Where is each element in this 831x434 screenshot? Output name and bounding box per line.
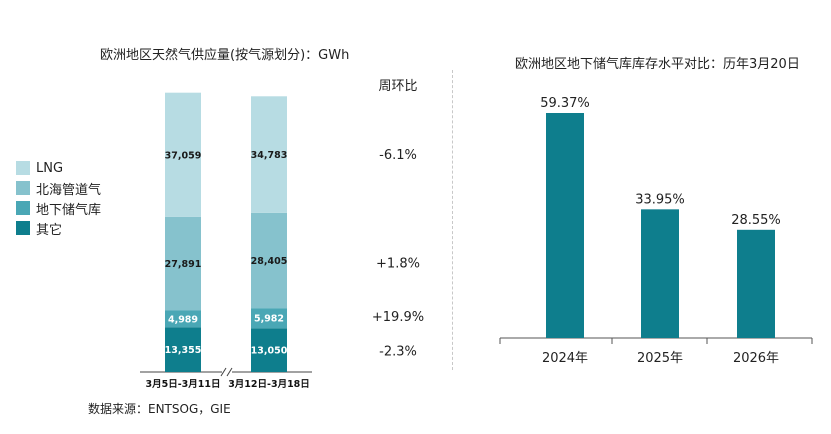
bar-value-label: 34,783 xyxy=(251,150,288,161)
x-category-label: 2025年 xyxy=(637,351,683,366)
x-category-label: 3月5日-3月11日 xyxy=(146,379,221,390)
legend-item-storage: 地下储气库 xyxy=(16,198,101,218)
divider xyxy=(452,70,453,370)
legend-item-other: 其它 xyxy=(16,218,101,238)
legend-label-other: 其它 xyxy=(36,222,63,238)
legend: LNG 北海管道气 地下储气库 其它 xyxy=(16,158,101,238)
bar-value-label: 59.37% xyxy=(540,96,590,111)
bar xyxy=(737,229,775,338)
bar-segment xyxy=(165,327,201,372)
bar-segment xyxy=(251,308,287,329)
bar-segment xyxy=(251,96,287,213)
wow-header: 周环比 xyxy=(378,79,417,94)
left-chart-title: 欧洲地区天然气供应量(按气源划分)：GWh xyxy=(100,48,350,63)
legend-swatch-other xyxy=(16,221,30,235)
legend-label-north-sea: 北海管道气 xyxy=(36,182,102,198)
x-category-label: 3月12日-3月18日 xyxy=(228,379,310,390)
x-category-label: 2026年 xyxy=(733,351,779,366)
bar-segment xyxy=(165,310,201,328)
stacked-bar-chart: 13,355 4,989 27,891 37,059 3月5日-3月11日 13,050 5… xyxy=(140,79,424,390)
axis-break-mark xyxy=(226,367,233,377)
source-note: 数据来源：ENTSOG，GIE xyxy=(88,402,231,416)
storage-bar-chart: 59.37% 2024年 33.95% 2025年 28.55% 2026年 xyxy=(499,96,813,366)
bar-value-label: 4,989 xyxy=(168,314,198,325)
legend-item-lng: LNG xyxy=(16,158,101,178)
legend-label-storage: 地下储气库 xyxy=(36,202,102,218)
bar-value-label: 13,050 xyxy=(251,346,288,357)
bar-value-label: 13,355 xyxy=(165,345,202,356)
bar-segment xyxy=(251,328,287,372)
bar-value-label: 28,405 xyxy=(251,256,288,267)
wow-change-label: +1.8% xyxy=(376,257,420,272)
legend-swatch-storage xyxy=(16,201,30,215)
wow-change-label: +19.9% xyxy=(372,310,424,325)
bar-segment xyxy=(165,92,201,217)
legend-label-lng: LNG xyxy=(36,160,64,176)
right-chart-title: 欧洲地区地下储气库库存水平对比：历年3月20日 xyxy=(515,57,800,72)
bar-value-label: 27,891 xyxy=(165,259,202,270)
wow-change-label: -2.3% xyxy=(379,345,417,360)
bar-value-label: 37,059 xyxy=(165,150,202,161)
legend-item-north-sea: 北海管道气 xyxy=(16,178,101,198)
axis-break-mark xyxy=(220,367,227,377)
wow-change-label: -6.1% xyxy=(379,148,417,163)
x-category-label: 2024年 xyxy=(542,351,588,366)
bar-segment xyxy=(251,212,287,309)
bar xyxy=(641,209,679,338)
bar xyxy=(546,113,584,338)
bar-segment xyxy=(165,216,201,311)
bar-value-label: 5,982 xyxy=(254,314,284,325)
bar-value-label: 33.95% xyxy=(635,192,685,207)
legend-swatch-north-sea xyxy=(16,181,30,195)
legend-swatch-lng xyxy=(16,161,30,175)
bar-value-label: 28.55% xyxy=(731,213,781,228)
